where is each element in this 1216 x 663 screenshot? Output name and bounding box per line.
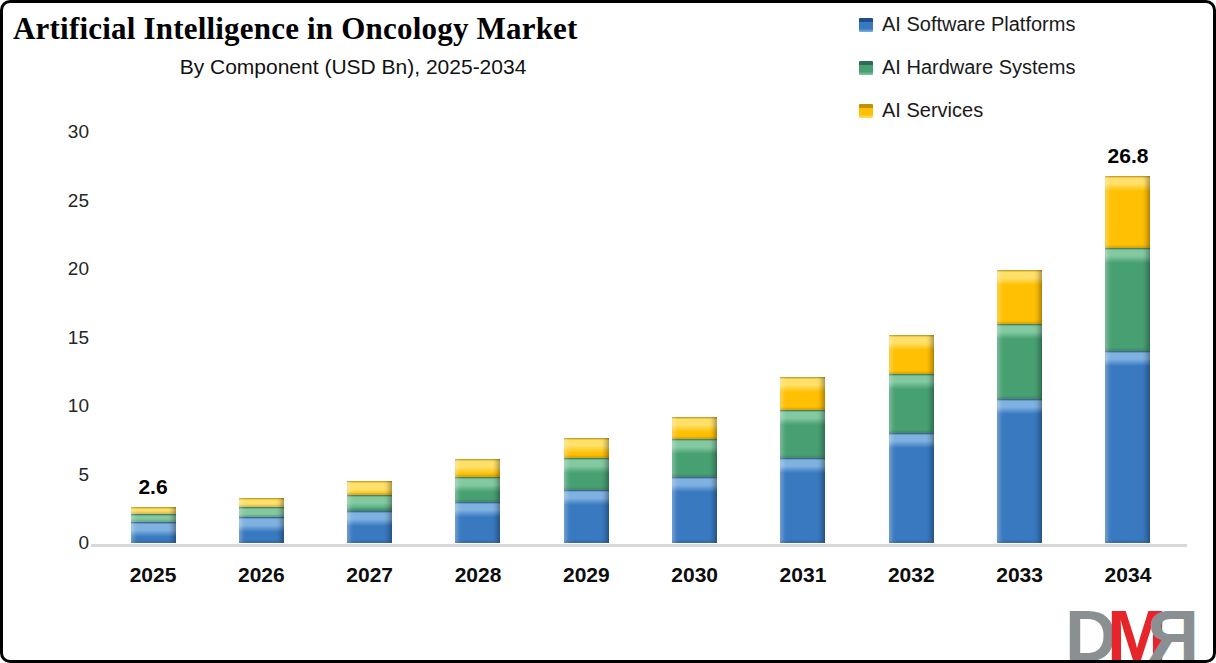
bar-2029[interactable] <box>564 438 609 543</box>
y-axis-tick-label: 5 <box>23 462 89 488</box>
y-axis-tick-label: 20 <box>23 256 89 282</box>
bar-2026-ai-software-platforms-segment[interactable] <box>239 517 284 543</box>
dmr-logo-letter: R <box>1147 600 1199 663</box>
y-axis-tick-label: 15 <box>23 325 89 351</box>
x-axis-line <box>91 544 1187 547</box>
x-axis-label-2027: 2027 <box>315 563 425 587</box>
x-axis-label-2033: 2033 <box>965 563 1075 587</box>
x-axis-label-2034: 2034 <box>1073 563 1183 587</box>
bar-2027-ai-software-platforms-segment[interactable] <box>347 511 392 543</box>
bar-2033-ai-hardware-systems-segment[interactable] <box>997 324 1042 399</box>
bar-2028-ai-hardware-systems-segment[interactable] <box>455 477 500 502</box>
bar-2028-ai-services-segment[interactable] <box>455 459 500 477</box>
bar-2027[interactable] <box>347 481 392 543</box>
bar-2028-ai-software-platforms-segment[interactable] <box>455 502 500 543</box>
x-axis-label-2029: 2029 <box>531 563 641 587</box>
bar-2033-ai-services-segment[interactable] <box>997 270 1042 323</box>
x-axis-label-2030: 2030 <box>640 563 750 587</box>
bar-2030-ai-services-segment[interactable] <box>672 417 717 439</box>
bar-2032-ai-services-segment[interactable] <box>889 335 934 375</box>
y-axis-tick-label: 25 <box>23 188 89 214</box>
bar-2030-ai-hardware-systems-segment[interactable] <box>672 439 717 477</box>
bar-2029-ai-services-segment[interactable] <box>564 438 609 459</box>
value-label-2025: 2.6 <box>108 475 198 499</box>
bar-2032[interactable] <box>889 335 934 543</box>
bar-2027-ai-hardware-systems-segment[interactable] <box>347 495 392 511</box>
y-axis-tick-label: 0 <box>23 530 89 556</box>
bar-2025-ai-services-segment[interactable] <box>131 507 176 514</box>
bar-2031-ai-services-segment[interactable] <box>780 377 825 410</box>
bar-2032-ai-hardware-systems-segment[interactable] <box>889 374 934 433</box>
bar-2029-ai-hardware-systems-segment[interactable] <box>564 458 609 490</box>
bar-2030-ai-software-platforms-segment[interactable] <box>672 477 717 543</box>
bar-2028[interactable] <box>455 459 500 543</box>
x-axis-label-2028: 2028 <box>423 563 533 587</box>
bar-2034[interactable] <box>1105 176 1150 543</box>
y-axis-tick-label: 30 <box>23 119 89 145</box>
bar-2029-ai-software-platforms-segment[interactable] <box>564 490 609 543</box>
bar-2034-ai-services-segment[interactable] <box>1105 176 1150 249</box>
dmr-logo-letter: D <box>1065 600 1107 663</box>
x-axis-label-2026: 2026 <box>206 563 316 587</box>
bar-2025-ai-hardware-systems-segment[interactable] <box>131 514 176 522</box>
bar-2032-ai-software-platforms-segment[interactable] <box>889 433 934 543</box>
bar-2031-ai-hardware-systems-segment[interactable] <box>780 410 825 458</box>
bar-2025[interactable] <box>131 507 176 543</box>
bar-2033[interactable] <box>997 270 1042 543</box>
x-axis-label-2032: 2032 <box>856 563 966 587</box>
dmr-logo: DMR <box>1065 600 1199 663</box>
bar-2027-ai-services-segment[interactable] <box>347 481 392 495</box>
bar-2030[interactable] <box>672 417 717 543</box>
bar-2034-ai-hardware-systems-segment[interactable] <box>1105 248 1150 351</box>
x-axis-label-2025: 2025 <box>98 563 208 587</box>
bar-2033-ai-software-platforms-segment[interactable] <box>997 399 1042 543</box>
x-axis-label-2031: 2031 <box>748 563 858 587</box>
bar-2026[interactable] <box>239 498 284 543</box>
chart-card: Artificial Intelligence in Oncology Mark… <box>0 0 1216 663</box>
bar-2034-ai-software-platforms-segment[interactable] <box>1105 351 1150 543</box>
bar-2026-ai-services-segment[interactable] <box>239 498 284 508</box>
bar-2031[interactable] <box>780 377 825 543</box>
bar-2025-ai-software-platforms-segment[interactable] <box>131 522 176 543</box>
value-label-2034: 26.8 <box>1083 144 1173 168</box>
bar-2031-ai-software-platforms-segment[interactable] <box>780 458 825 543</box>
plot-area: 0510152025302025202620272028202920302031… <box>3 3 1213 660</box>
bar-2026-ai-hardware-systems-segment[interactable] <box>239 507 284 517</box>
y-axis-tick-label: 10 <box>23 393 89 419</box>
